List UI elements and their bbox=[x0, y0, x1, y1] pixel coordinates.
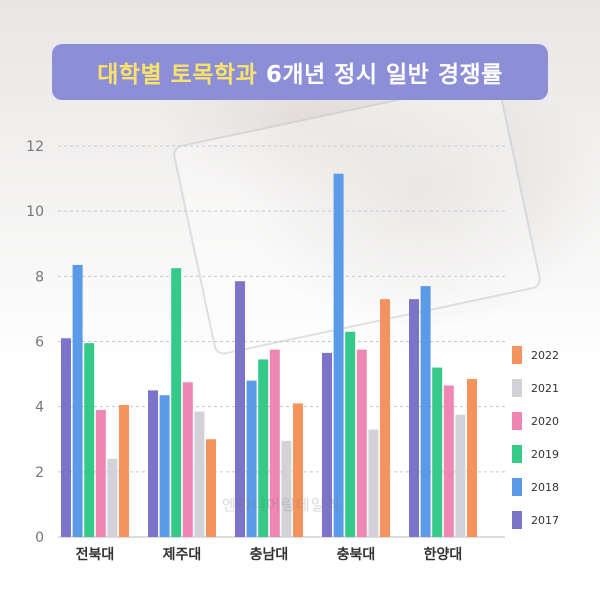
bar-2022-1 bbox=[206, 439, 216, 537]
bar-2018-2 bbox=[246, 380, 257, 537]
legend-swatch bbox=[512, 379, 522, 397]
x-tick-label: 제주대 bbox=[163, 547, 202, 563]
chart-legend: 2022 2021 2020 2019 2018 2017 bbox=[512, 346, 592, 536]
bar-2021-1 bbox=[194, 411, 205, 537]
legend-item-2021: 2021 bbox=[512, 379, 559, 397]
y-tick-label: 8 bbox=[35, 269, 44, 285]
chart-title-rest: 6개년 정시 일반 경쟁률 bbox=[265, 62, 503, 88]
bar-2020-2 bbox=[269, 349, 280, 537]
bar-2020-0 bbox=[95, 409, 106, 537]
legend-label: 2017 bbox=[531, 513, 559, 527]
bar-2019-2 bbox=[258, 359, 269, 537]
legend-swatch bbox=[512, 511, 522, 529]
bar-2019-4 bbox=[432, 367, 443, 537]
y-axis-ticks: 0 2 4 6 8 10 12 bbox=[26, 139, 44, 546]
bar-2019-1 bbox=[171, 268, 182, 537]
bar-2021-0 bbox=[107, 458, 118, 537]
bar-2021-4 bbox=[455, 414, 466, 537]
bar-2022-4 bbox=[467, 378, 477, 537]
bar-2020-3 bbox=[356, 349, 367, 537]
bar-2019-0 bbox=[84, 343, 95, 537]
x-axis-labels: 전북대 제주대 충남대 충북대 한양대 bbox=[76, 546, 463, 563]
legend-item-2022: 2022 bbox=[512, 346, 559, 364]
bar-2020-4 bbox=[443, 385, 454, 537]
bar-2018-3 bbox=[333, 173, 344, 537]
bar-2021-2 bbox=[281, 440, 292, 537]
bars bbox=[61, 173, 477, 537]
legend-swatch bbox=[512, 445, 522, 463]
bar-2017-1 bbox=[148, 390, 158, 537]
legend-label: 2018 bbox=[531, 480, 559, 494]
y-tick-label: 12 bbox=[26, 139, 44, 155]
watermark-text: 엔지니어링데일리 bbox=[222, 496, 341, 514]
bar-2017-0 bbox=[61, 338, 71, 537]
legend-item-2020: 2020 bbox=[512, 412, 559, 430]
legend-swatch bbox=[512, 412, 522, 430]
y-tick-label: 2 bbox=[35, 465, 44, 481]
legend-label: 2022 bbox=[531, 348, 559, 362]
legend-item-2017: 2017 bbox=[512, 511, 559, 529]
legend-label: 2020 bbox=[531, 414, 559, 428]
bar-2018-1 bbox=[159, 395, 170, 537]
bar-2022-0 bbox=[119, 405, 129, 537]
bar-2018-4 bbox=[420, 286, 431, 537]
legend-label: 2019 bbox=[531, 447, 559, 461]
bar-2022-2 bbox=[293, 403, 303, 537]
legend-item-2019: 2019 bbox=[512, 445, 559, 463]
bar-2019-3 bbox=[345, 331, 356, 537]
legend-swatch bbox=[512, 478, 522, 496]
chart-title-banner: 대학별 토목학과 6개년 정시 일반 경쟁률 bbox=[52, 44, 548, 100]
bar-2017-2 bbox=[235, 281, 245, 537]
legend-item-2018: 2018 bbox=[512, 478, 559, 496]
bar-2021-3 bbox=[368, 429, 379, 537]
bar-2020-1 bbox=[182, 382, 193, 537]
chart-title-highlight: 대학별 토목학과 bbox=[97, 62, 258, 88]
y-tick-label: 4 bbox=[35, 400, 44, 416]
bar-2017-3 bbox=[322, 352, 332, 537]
bar-2017-4 bbox=[409, 299, 419, 537]
y-tick-label: 6 bbox=[35, 335, 44, 351]
x-tick-label: 전북대 bbox=[76, 546, 115, 563]
x-tick-label: 한양대 bbox=[424, 547, 463, 563]
x-tick-label: 충북대 bbox=[337, 547, 376, 563]
legend-label: 2021 bbox=[531, 381, 559, 395]
bar-2022-3 bbox=[380, 299, 390, 537]
y-tick-label: 10 bbox=[26, 204, 44, 220]
x-tick-label: 충남대 bbox=[250, 546, 289, 563]
legend-swatch bbox=[512, 346, 522, 364]
y-tick-label: 0 bbox=[35, 530, 44, 546]
bar-2018-0 bbox=[72, 264, 83, 537]
